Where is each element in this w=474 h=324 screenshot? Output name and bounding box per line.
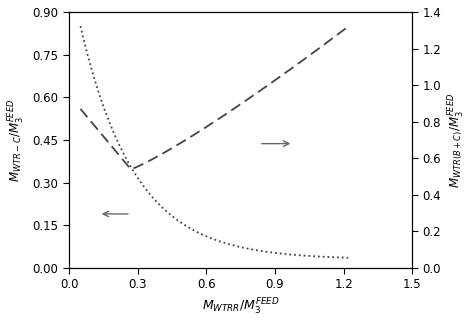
Y-axis label: $M_{WTR-C}/M_3^{FEED}$: $M_{WTR-C}/M_3^{FEED}$ bbox=[7, 98, 27, 181]
X-axis label: $M_{WTRR}/M_3^{FEED}$: $M_{WTRR}/M_3^{FEED}$ bbox=[202, 297, 279, 317]
Y-axis label: $M_{WTR(B+C)}/M_3^{FEED}$: $M_{WTR(B+C)}/M_3^{FEED}$ bbox=[447, 92, 467, 188]
